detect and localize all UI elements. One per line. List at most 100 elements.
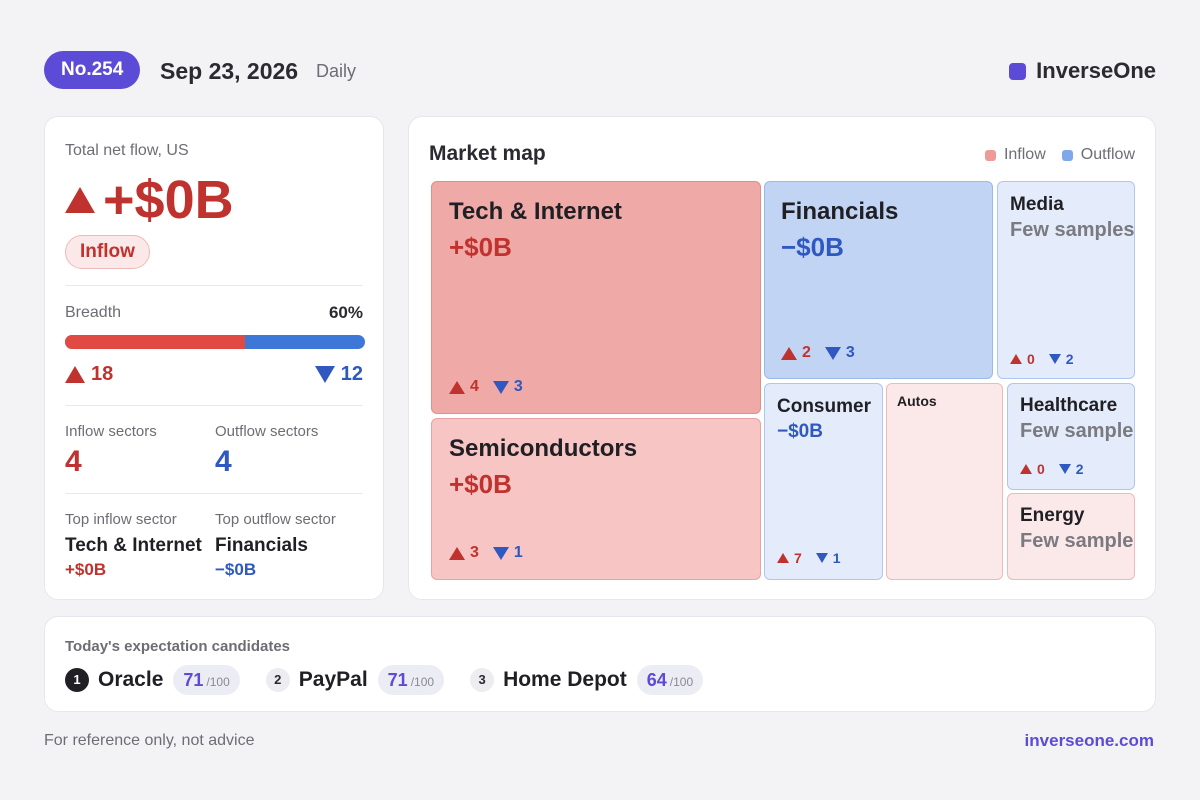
tile-note: Few samples: [1020, 530, 1135, 552]
breadth-percent: 60%: [328, 303, 363, 322]
candidate-name: Home Depot: [503, 668, 627, 691]
arrow-up-icon: [781, 346, 797, 360]
tile-semiconductors[interactable]: Semiconductors +$0B 3 1: [431, 418, 761, 580]
advancers-value: 18: [91, 363, 114, 385]
outflow-sectors-count: 4: [215, 445, 232, 478]
tile-up-count: 7: [794, 550, 802, 566]
divider: [65, 405, 363, 406]
arrow-up-icon: [65, 187, 95, 213]
tile-note: Few samples: [1020, 420, 1135, 442]
arrow-down-icon: [824, 346, 841, 360]
summary-card: Total net flow, US +$0B Inflow Breadth 6…: [44, 116, 384, 600]
candidates-list: 1 Oracle 71 /100 2 PayPal 71 /100 3 Home…: [65, 665, 729, 695]
inflow-sectors-label: Inflow sectors: [65, 423, 157, 440]
tile-up-count: 0: [1027, 351, 1035, 367]
top-outflow-sector: Financials: [215, 535, 308, 556]
candidate-score: 71 /100: [377, 665, 445, 695]
tile-up-count: 4: [470, 378, 479, 395]
decliners-count: 12: [314, 363, 363, 386]
inflow-sectors-count: 4: [65, 445, 82, 478]
tile-counts: 7 1: [777, 550, 841, 566]
tile-counts: 3 1: [449, 544, 523, 562]
score-max: /100: [410, 675, 435, 689]
tile-financials[interactable]: Financials −$0B 2 3: [764, 181, 993, 379]
top-outflow-value: −$0B: [215, 560, 257, 579]
tile-name: Media: [1010, 194, 1064, 215]
arrow-up-icon: [1010, 354, 1022, 364]
total-net-flow-label: Total net flow, US: [65, 142, 189, 159]
outflow-legend-swatch: [1061, 149, 1073, 161]
divider: [65, 285, 363, 286]
divider: [65, 493, 363, 494]
advancers-count: 18: [65, 363, 113, 386]
tile-name: Healthcare: [1020, 395, 1118, 416]
total-net-flow-amount: +$0B: [103, 170, 234, 230]
tile-name: Tech & Internet: [449, 198, 622, 225]
tile-value: +$0B: [449, 232, 512, 262]
inflow-legend-swatch: [984, 149, 996, 161]
candidate-item[interactable]: 3 Home Depot 64 /100: [470, 665, 704, 695]
arrow-down-icon: [815, 553, 828, 563]
inflow-legend-label: Inflow: [1003, 146, 1046, 163]
rank-badge: 1: [65, 668, 89, 692]
tile-healthcare[interactable]: Healthcare Few samples 0 2: [1007, 383, 1135, 490]
arrow-down-icon: [492, 546, 509, 560]
tile-value: −$0B: [781, 232, 844, 262]
brand-logo-icon: [1009, 62, 1027, 80]
market-map-legend: Inflow Outflow: [984, 146, 1135, 164]
direction-pill: Inflow: [65, 235, 150, 269]
tile-name: Semiconductors: [449, 435, 638, 462]
tile-media[interactable]: Media Few samples 0 2: [997, 181, 1135, 379]
tile-autos[interactable]: Autos: [886, 383, 1003, 580]
issue-badge: No.254: [44, 51, 141, 89]
disclaimer: For reference only, not advice: [44, 732, 255, 749]
arrow-down-icon: [1048, 354, 1061, 364]
tile-down-count: 2: [1065, 351, 1074, 367]
candidates-card: Today's expectation candidates 1 Oracle …: [44, 616, 1156, 712]
top-inflow-value: +$0B: [65, 560, 107, 579]
score-value: 71: [183, 670, 204, 690]
tile-counts: 0 2: [1020, 461, 1084, 477]
brand-name: InverseOne: [1036, 58, 1156, 83]
candidate-score: 71 /100: [173, 665, 240, 695]
score-max: /100: [669, 675, 694, 689]
tile-down-count: 3: [845, 344, 855, 361]
tile-up-count: 0: [1037, 461, 1045, 477]
site-link[interactable]: inverseone.com: [1024, 731, 1154, 750]
candidates-title: Today's expectation candidates: [65, 638, 291, 655]
market-map-card: Market map Inflow Outflow Tech & Interne…: [408, 116, 1156, 600]
tile-tech-internet[interactable]: Tech & Internet +$0B 4 3: [431, 181, 761, 414]
candidate-item[interactable]: 2 PayPal 71 /100: [265, 665, 445, 695]
rank-badge: 2: [265, 668, 290, 692]
total-net-flow-value: +$0B: [65, 169, 234, 231]
arrow-up-icon: [777, 553, 789, 563]
candidate-item[interactable]: 1 Oracle 71 /100: [65, 665, 240, 695]
arrow-up-icon: [1020, 464, 1032, 474]
score-value: 71: [387, 670, 408, 690]
brand[interactable]: InverseOne: [1009, 58, 1156, 84]
score-max: /100: [206, 675, 230, 689]
breadth-label: Breadth: [65, 304, 122, 321]
tile-name: Consumer: [777, 396, 871, 417]
tile-value: +$0B: [449, 469, 512, 499]
tile-counts: 2 3: [781, 344, 855, 362]
outflow-legend-label: Outflow: [1080, 146, 1135, 163]
arrow-up-icon: [65, 366, 85, 383]
tile-consumer[interactable]: Consumer −$0B 7 1: [764, 383, 883, 580]
tile-down-count: 1: [832, 550, 841, 566]
breadth-bar: [65, 335, 365, 349]
score-value: 64: [646, 670, 667, 690]
arrow-up-icon: [449, 380, 465, 394]
candidate-score: 64 /100: [636, 665, 704, 695]
top-outflow-label: Top outflow sector: [215, 511, 336, 528]
top-inflow-sector: Tech & Internet: [65, 535, 202, 556]
tile-energy[interactable]: Energy Few samples: [1007, 493, 1135, 580]
outflow-sectors-label: Outflow sectors: [215, 423, 319, 440]
rank-badge: 3: [470, 668, 495, 692]
tile-name: Autos: [897, 393, 937, 409]
market-map-title: Market map: [429, 142, 546, 165]
tile-down-count: 2: [1075, 461, 1084, 477]
candidate-name: Oracle: [98, 668, 164, 691]
tile-counts: 0 2: [1010, 351, 1074, 367]
tile-counts: 4 3: [449, 378, 523, 396]
